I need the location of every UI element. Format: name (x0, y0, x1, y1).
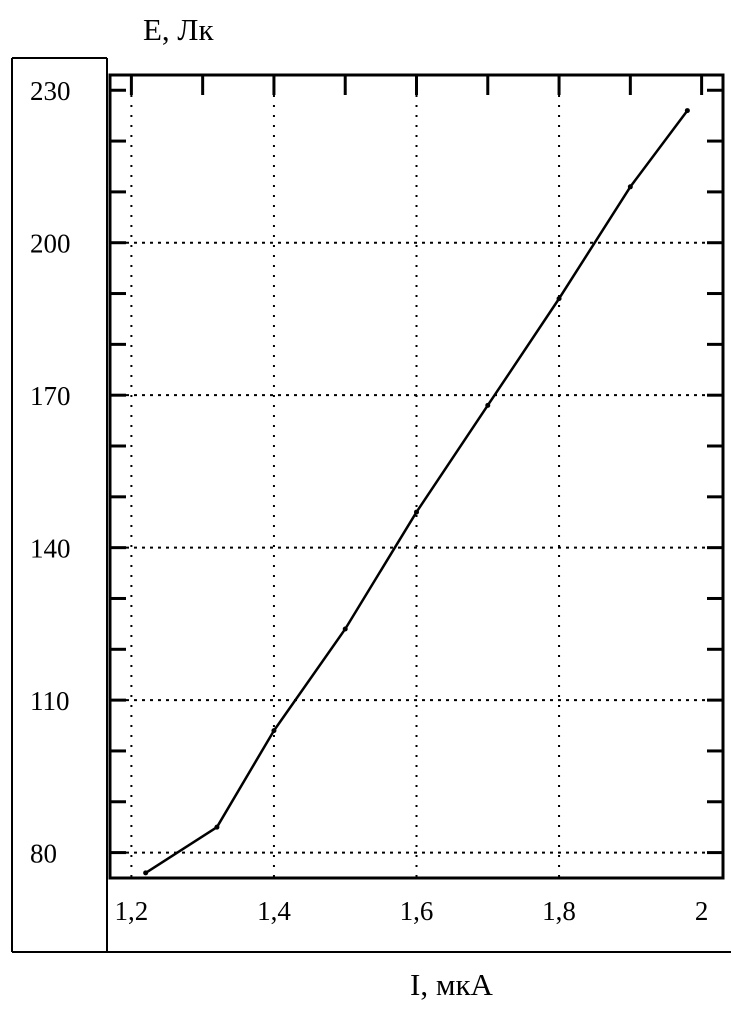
series-layer (143, 108, 690, 876)
x-tick-label: 1,2 (115, 896, 149, 926)
grid (110, 75, 723, 878)
y-tick-labels: 80 110 140 170 200 230 (30, 76, 71, 868)
y-tick-label: 110 (30, 686, 70, 716)
data-point (627, 184, 633, 190)
y-tick-label: 170 (30, 381, 71, 411)
tick-marks (110, 75, 723, 855)
y-tick-label: 200 (30, 229, 71, 259)
data-point (556, 296, 562, 302)
data-point (485, 402, 491, 408)
data-point (414, 509, 419, 515)
x-tick-label: 1,6 (400, 896, 434, 926)
data-point (684, 108, 690, 114)
x-tick-label: 2 (695, 896, 709, 926)
y-tick-label: 140 (30, 534, 71, 564)
label-frame (11, 57, 731, 953)
data-point (271, 728, 277, 734)
data-point (214, 824, 220, 830)
x-tick-label: 1,4 (257, 896, 291, 926)
y-tick-label: 80 (30, 839, 57, 869)
x-tick-label: 1,8 (542, 896, 576, 926)
x-tick-labels: 1,2 1,4 1,6 1,8 2 (115, 896, 709, 926)
data-point (342, 626, 348, 632)
data-point (143, 870, 149, 876)
series-line (144, 109, 689, 874)
x-axis-title: I, мкА (410, 967, 494, 1002)
y-axis-title: E, Лк (143, 12, 214, 47)
y-tick-label: 230 (30, 76, 71, 106)
